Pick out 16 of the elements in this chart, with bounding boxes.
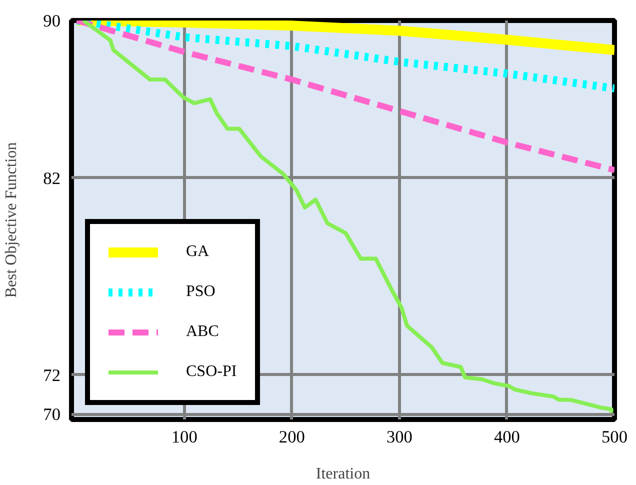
x-tick-label: 400	[494, 428, 520, 446]
x-axis-title: Iteration	[316, 466, 370, 482]
y-tick-label: 72	[43, 366, 60, 385]
legend-label: CSO-PI	[186, 363, 237, 381]
legend-label: GA	[186, 243, 210, 261]
y-tick-label: 70	[43, 405, 60, 424]
x-tick-label: 200	[278, 428, 305, 446]
x-tick-label: 500	[602, 428, 628, 446]
y-axis-title: Best Objective Function	[3, 142, 20, 298]
x-tick-label: 300	[386, 428, 412, 446]
x-tick-label: 100	[171, 428, 198, 446]
legend-label: PSO	[186, 283, 216, 301]
legend-label: ABC	[186, 323, 219, 341]
line-series	[81, 20, 614, 415]
y-tick-label: 90	[43, 12, 60, 30]
y-tick-label: 82	[43, 168, 60, 188]
